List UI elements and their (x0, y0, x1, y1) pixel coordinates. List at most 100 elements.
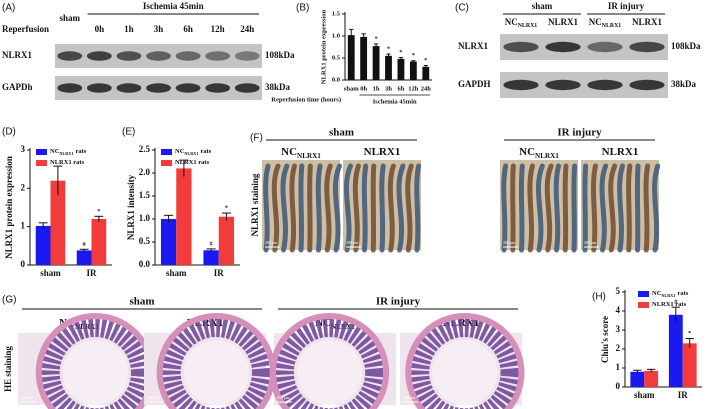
y-tick-label: 1 (616, 362, 621, 372)
error-bar (179, 159, 189, 177)
x-tick-label: 6h (397, 85, 404, 92)
blot-band (205, 83, 231, 93)
y-tick-label: 1.0 (139, 213, 151, 223)
micrograph (269, 312, 396, 409)
scale-bar-label: 200 µm (265, 240, 278, 245)
blot-band (587, 79, 623, 91)
villus (562, 163, 569, 253)
panel-label: (A) (2, 3, 15, 14)
bar (668, 314, 683, 387)
blot-band (234, 83, 260, 93)
lane-label: NLRX1 (548, 17, 579, 27)
villus (332, 163, 342, 253)
group-label: IR injury (376, 296, 421, 308)
y-axis-label: NLRX1 protein expression (320, 10, 327, 85)
x-tick-label: sham (166, 268, 187, 278)
blot-band (234, 51, 260, 61)
group-label: IR injury (557, 127, 602, 139)
lane-label: NCNLRX1 (589, 17, 622, 29)
error-bar (386, 53, 391, 58)
y-tick-label: 2 (616, 343, 621, 353)
blot-band (146, 51, 171, 61)
villus (405, 163, 414, 253)
blot-band (86, 51, 112, 61)
lane-label: 6h (183, 24, 193, 34)
legend-label-text: NLRX1 rats (175, 159, 210, 166)
micrograph (262, 160, 342, 253)
panel-label: (E) (122, 127, 135, 138)
villus (652, 163, 661, 253)
villus (414, 163, 422, 253)
blot-band (175, 83, 201, 93)
column-label-text: NC (519, 146, 535, 158)
villus (599, 163, 609, 253)
error-bar (38, 222, 48, 229)
scale-bar-label: 200 µm (403, 395, 416, 400)
villus (501, 163, 509, 253)
blot-band (86, 83, 112, 93)
lane-label-text: 6h (183, 24, 193, 34)
bar (76, 250, 92, 265)
x-axis-label: Reperfusion time (hours) (271, 96, 341, 103)
villus (324, 163, 333, 253)
bar (409, 61, 417, 80)
blot-band (116, 51, 142, 61)
villus (387, 163, 396, 253)
legend-label: NCNLRX1 rats (652, 290, 689, 298)
blot-band (503, 41, 539, 53)
villus (510, 163, 516, 253)
lane-label-text: 3h (154, 24, 164, 34)
scale-bar-label: 200 µm (346, 240, 359, 245)
x-tick-label: 1h (373, 85, 380, 92)
error-bar (79, 248, 89, 252)
error-bar (94, 215, 104, 222)
legend-label-sub: NLRX1 (184, 151, 198, 156)
villus (271, 163, 281, 253)
lane-label-text: NC (589, 17, 602, 27)
bar (160, 219, 177, 265)
lane-label-text: NC (505, 17, 518, 27)
bar (630, 371, 645, 387)
legend-swatch (36, 149, 47, 155)
significance-mark: # (82, 241, 86, 248)
y-tick-label: 1.5 (332, 10, 341, 17)
villus (571, 163, 578, 253)
villus (280, 163, 290, 253)
size-label: 108kDa (671, 41, 701, 51)
villus (544, 163, 554, 253)
lane-label: 3h (154, 24, 164, 34)
legend-swatch (36, 160, 47, 166)
villus (370, 163, 377, 253)
bar (203, 250, 219, 265)
legend-label: NLRX1 rats (50, 159, 85, 166)
error-bar (221, 212, 231, 221)
blot-band (57, 51, 83, 61)
villus (590, 163, 598, 253)
x-tick-label: 3h (385, 85, 392, 92)
lane-label: 24h (240, 24, 254, 34)
bar (218, 216, 235, 265)
villus (396, 163, 406, 253)
error-bar (349, 28, 354, 41)
villus (361, 163, 369, 253)
y-tick-label: 1 (21, 221, 26, 231)
significance-mark: * (399, 49, 402, 56)
error-bar (398, 57, 403, 61)
x-tick-label: sham (634, 390, 655, 400)
error-bar (685, 338, 694, 349)
blot-band (116, 83, 142, 93)
x-tick-label: IR (214, 268, 225, 278)
column-label-sub: NLRX1 (535, 152, 559, 160)
panel-label: (G) (2, 295, 16, 306)
villus (289, 163, 297, 253)
error-bar (411, 60, 416, 63)
error-bar (647, 368, 656, 373)
legend-label: NLRX1 rats (652, 301, 687, 308)
scale-bar-label: 200 µm (21, 395, 34, 400)
lane-label: NCNLRX1 (505, 17, 538, 29)
significance-mark: * (374, 35, 377, 42)
significance-mark: * (412, 52, 415, 59)
group-label: sham (129, 296, 154, 308)
mucosa (411, 318, 519, 409)
x-tick-label: sham (40, 268, 61, 278)
